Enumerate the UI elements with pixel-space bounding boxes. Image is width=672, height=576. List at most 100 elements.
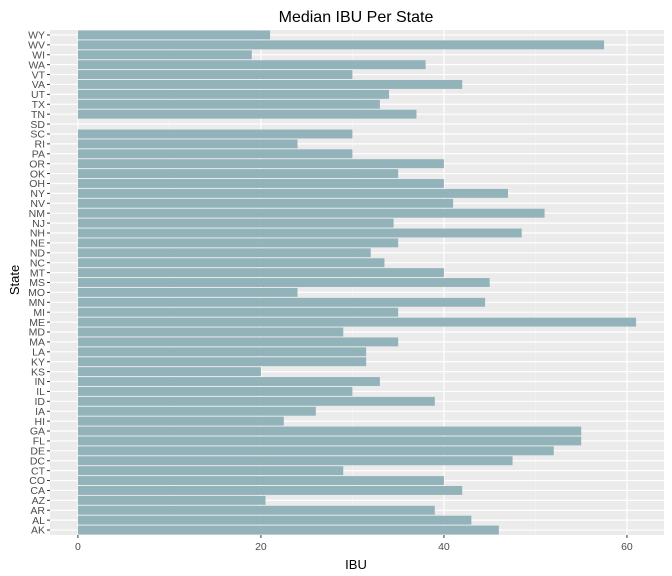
y-tick-label: KY [31,356,45,368]
y-tick-label: MA [29,337,45,349]
bar-ak [77,525,499,535]
bar-nm [77,208,545,218]
y-tick-label: CT [31,465,46,477]
bar-vt [77,70,353,80]
bar-sc [77,129,353,139]
bar-in [77,377,380,386]
y-tick-label: NV [30,198,45,210]
y-tick-label: AR [30,505,45,517]
x-tick-label: 20 [255,541,267,553]
bar-tn [77,109,417,119]
bar-wa [77,60,426,70]
x-axis-ticks: 0 20 40 60 [75,535,633,553]
bar-ma [77,337,399,347]
bar-az [77,495,266,505]
y-axis-title: State [7,265,22,295]
bar-nd [77,248,371,258]
y-tick-label: OH [29,178,45,190]
y-tick-label: AL [32,515,45,527]
y-tick-label: NY [30,188,45,200]
y-tick-label: ND [30,247,46,259]
y-tick-label: HI [35,416,46,428]
bar-va [77,80,463,89]
y-tick-label: IN [35,376,46,388]
x-tick-label: 0 [75,541,81,553]
y-tick-label: TN [31,109,45,121]
bar-me [77,317,637,327]
bar-mt [77,268,444,278]
y-tick-label: VT [32,69,46,81]
y-tick-label: RI [35,139,46,151]
y-tick-label: SD [30,119,45,131]
y-tick-label: WY [28,30,45,42]
y-tick-label: FL [33,436,45,448]
bar-ri [77,139,298,149]
bar-id [77,396,435,406]
bar-pa [77,149,353,159]
bar-nc [77,258,385,268]
y-tick-label: ID [35,396,46,408]
x-tick-label: 40 [438,541,450,553]
y-tick-label: MI [33,307,45,319]
y-tick-label: ME [29,317,45,329]
bar-ok [77,169,399,179]
bar-nh [77,228,522,238]
y-tick-label: SC [30,129,45,141]
bar-ga [77,426,582,436]
y-tick-label: KS [31,366,45,378]
bar-la [77,347,367,357]
bar-ct [77,466,344,476]
bar-hi [77,416,284,426]
bar-ny [77,188,508,198]
bar-mi [77,307,399,317]
y-tick-label: WA [28,59,45,71]
bar-nj [77,218,394,228]
y-tick-label: CA [30,485,45,497]
bar-ks [77,367,261,377]
bar-ar [77,505,435,515]
y-tick-label: NM [29,208,45,220]
y-tick-label: TX [32,99,45,111]
y-tick-label: UT [31,89,46,101]
bar-tx [77,99,380,109]
bar-dc [77,456,513,466]
y-tick-label: WI [32,49,45,61]
y-tick-label: NE [30,238,45,250]
chart-title: Median IBU Per State [279,9,434,26]
y-tick-label: MN [29,297,45,309]
bar-fl [77,436,582,446]
bar-wy [77,30,271,40]
bar-wv [77,40,605,50]
y-tick-label: DE [30,446,45,458]
bar-oh [77,179,444,188]
y-tick-label: OK [30,168,45,180]
y-tick-label: NJ [32,218,45,230]
y-tick-label: NH [30,228,45,240]
y-tick-label: IL [36,386,45,398]
bar-ky [77,357,367,367]
y-tick-label: MS [29,277,45,289]
y-tick-label: VA [32,79,45,91]
bar-co [77,476,444,485]
y-tick-label: MD [29,327,46,339]
bar-wi [77,50,252,60]
x-axis-title: IBU [345,557,367,572]
bar-mo [77,287,298,297]
bar-ia [77,406,316,416]
y-tick-label: PA [32,148,45,160]
y-tick-label: CO [29,475,45,487]
bar-ms [77,278,490,287]
y-tick-label: DC [30,455,46,467]
bar-al [77,515,472,525]
x-tick-label: 60 [621,541,633,553]
y-tick-label: MT [30,267,46,279]
y-tick-label: AK [31,525,45,537]
bar-md [77,327,344,337]
y-tick-label: AZ [32,495,46,507]
bar-nv [77,198,454,208]
bar-mn [77,297,486,307]
bar-ut [77,89,390,99]
bar-ne [77,238,399,248]
y-tick-label: WV [28,40,45,52]
bar-ca [77,485,463,495]
